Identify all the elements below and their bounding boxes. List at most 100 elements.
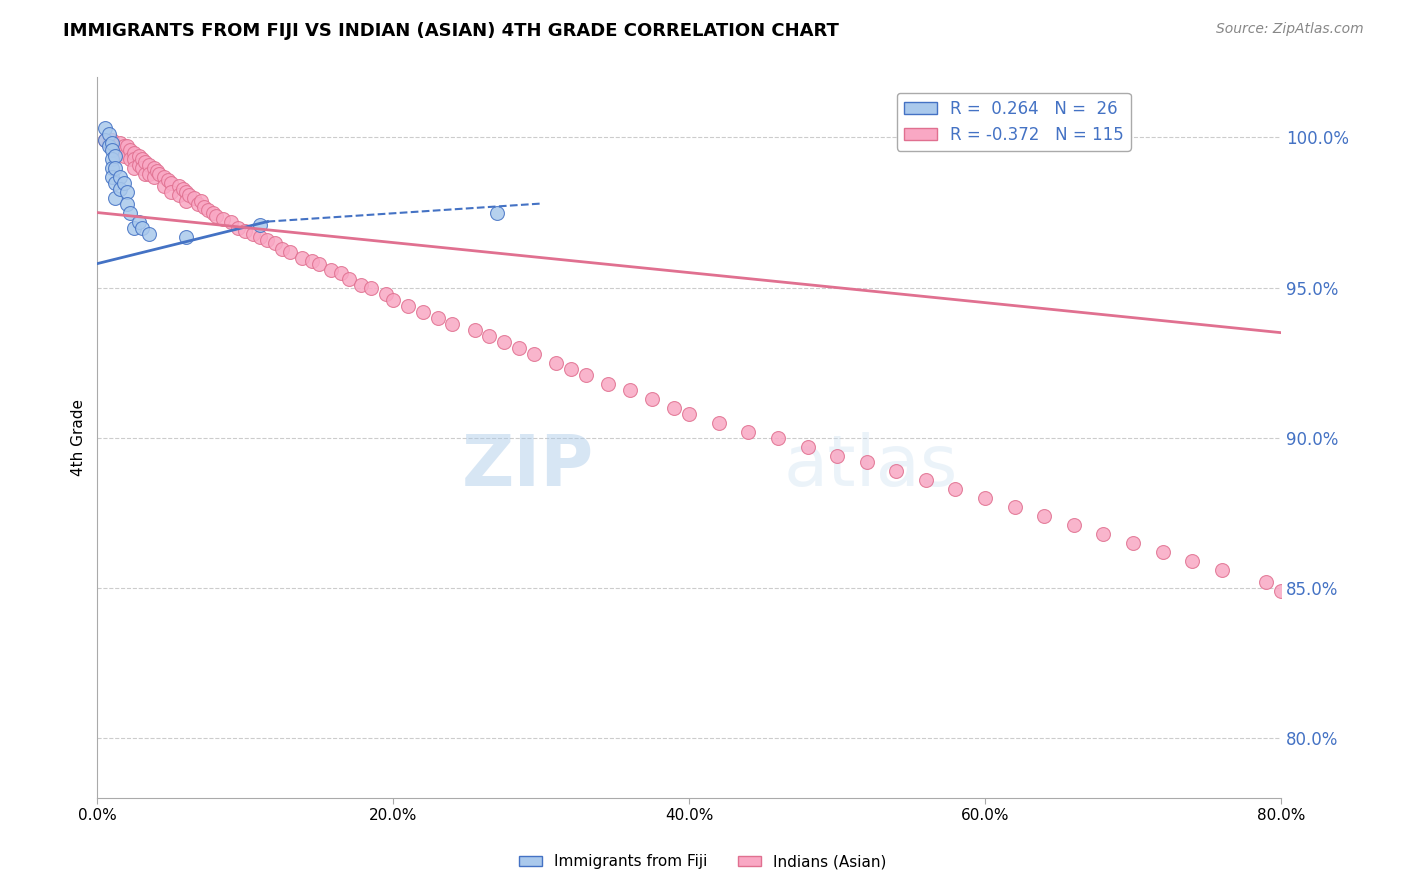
Point [98,136,121,151]
Point [1256,574,1278,589]
Point [204,209,226,223]
Point [242,227,264,241]
Point [138,227,160,241]
Point [1004,500,1026,514]
Point [825,449,848,463]
Point [884,464,907,478]
Point [94,121,117,136]
Point [641,392,664,406]
Point [197,202,219,217]
Point [128,148,150,162]
Point [115,185,138,199]
Point [94,134,117,148]
Point [134,167,156,181]
Point [796,440,818,454]
Y-axis label: 4th Grade: 4th Grade [72,400,86,476]
Legend: Immigrants from Fiji, Indians (Asian): Immigrants from Fiji, Indians (Asian) [513,848,893,875]
Point [124,152,146,166]
Point [118,143,141,157]
Point [664,401,686,415]
Point [426,310,449,325]
Point [190,194,212,208]
Point [974,491,997,505]
Point [508,341,530,355]
Point [915,473,938,487]
Point [118,152,141,166]
Point [1152,545,1174,559]
Point [177,187,200,202]
Point [1122,536,1144,550]
Point [1211,563,1233,577]
Point [301,253,323,268]
Point [360,280,382,294]
Point [1092,526,1115,541]
Point [523,347,546,361]
Point [104,161,127,175]
Point [321,262,343,277]
Point [124,220,146,235]
Point [94,134,117,148]
Point [412,304,434,318]
Point [112,148,135,162]
Point [350,277,373,292]
Point [104,176,127,190]
Point [145,163,167,178]
Point [98,128,121,142]
Point [174,194,197,208]
Point [596,376,619,391]
Point [142,161,165,175]
Point [544,356,567,370]
Point [108,169,131,184]
Point [124,145,146,160]
Point [249,218,271,232]
Point [101,143,124,157]
Point [124,161,146,175]
Point [118,205,141,219]
Point [766,431,789,445]
Point [737,425,759,439]
Point [219,214,242,228]
Point [174,229,197,244]
Point [187,196,209,211]
Text: Source: ZipAtlas.com: Source: ZipAtlas.com [1216,22,1364,37]
Point [855,455,877,469]
Point [264,235,287,250]
Point [131,152,153,166]
Point [134,154,156,169]
Point [160,176,183,190]
Point [108,136,131,151]
Point [201,205,224,219]
Point [108,181,131,195]
Point [485,205,508,219]
Point [183,190,205,204]
Point [193,200,215,214]
Point [233,223,256,237]
Point [108,145,131,160]
Point [128,214,150,228]
Point [382,293,405,307]
Point [112,139,135,153]
Text: atlas: atlas [783,432,959,501]
Point [101,136,124,151]
Point [1033,508,1056,523]
Point [619,383,641,397]
Point [249,229,271,244]
Point [290,251,312,265]
Point [104,190,127,204]
Point [560,361,582,376]
Point [1181,554,1204,568]
Point [167,187,190,202]
Point [98,139,121,153]
Point [131,220,153,235]
Point [148,167,170,181]
Point [707,416,730,430]
Point [678,407,700,421]
Point [115,196,138,211]
Point [494,334,516,349]
Point [174,185,197,199]
Point [278,244,301,259]
Point [153,178,176,193]
Point [101,152,124,166]
Point [172,181,194,195]
Point [153,169,176,184]
